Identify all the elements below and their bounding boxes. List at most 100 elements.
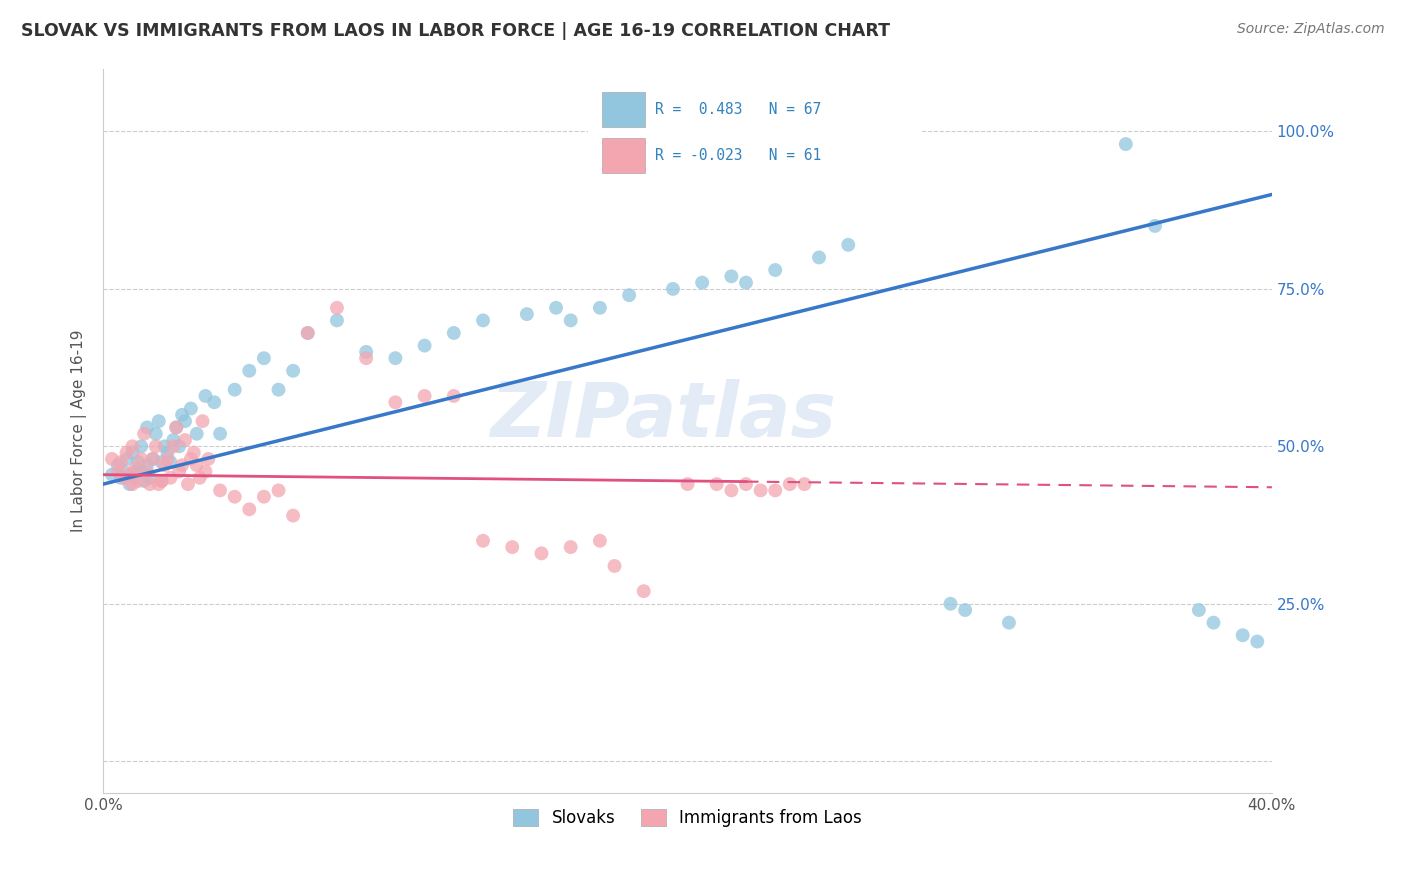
Point (110, 455, 132, 469)
Point (121, 445, 143, 459)
Point (837, 237, 859, 252)
Point (1202, 615, 1225, 630)
Point (142, 451, 165, 466)
Point (136, 420, 159, 434)
Point (174, 414, 197, 428)
Point (589, 301, 612, 315)
Point (118, 467, 141, 482)
Point (472, 313, 495, 327)
Point (297, 326, 319, 340)
Point (1144, 219, 1167, 233)
Point (443, 389, 465, 403)
Point (107, 465, 129, 479)
Point (384, 351, 406, 366)
Point (191, 414, 214, 428)
Point (224, 383, 246, 397)
Point (1232, 628, 1254, 642)
Point (779, 477, 801, 491)
Point (172, 408, 194, 422)
Point (153, 439, 176, 453)
Text: SLOVAK VS IMMIGRANTS FROM LAOS IN LABOR FORCE | AGE 16-19 CORRELATION CHART: SLOVAK VS IMMIGRANTS FROM LAOS IN LABOR … (21, 22, 890, 40)
Point (101, 467, 124, 482)
Point (101, 451, 124, 466)
Point (720, 269, 742, 284)
Point (121, 439, 143, 453)
Point (297, 326, 319, 340)
Point (546, 301, 568, 315)
Point (174, 433, 197, 447)
Point (209, 426, 232, 441)
Point (121, 467, 143, 482)
Point (560, 313, 582, 327)
Point (129, 465, 152, 479)
Point (238, 364, 260, 378)
Point (139, 471, 162, 485)
Point (1115, 137, 1137, 152)
Point (165, 420, 187, 434)
Point (603, 558, 626, 573)
Point (121, 477, 143, 491)
Point (167, 439, 190, 453)
Point (115, 445, 138, 459)
Point (180, 451, 202, 466)
Point (253, 490, 276, 504)
Text: ZIPatlas: ZIPatlas (491, 379, 837, 453)
Point (749, 483, 772, 498)
Point (167, 465, 190, 479)
Point (735, 276, 758, 290)
Point (413, 338, 436, 352)
Point (165, 420, 187, 434)
Point (142, 451, 165, 466)
Point (354, 351, 377, 366)
Point (188, 471, 211, 485)
Point (793, 477, 815, 491)
Point (735, 477, 758, 491)
Point (443, 326, 465, 340)
Point (384, 395, 406, 409)
Point (148, 414, 170, 428)
Point (172, 458, 194, 473)
Point (153, 458, 176, 473)
Point (129, 451, 152, 466)
Point (145, 439, 167, 453)
Point (209, 483, 232, 498)
Point (134, 474, 156, 488)
Point (1188, 603, 1211, 617)
Point (162, 439, 184, 453)
Point (472, 533, 495, 548)
Point (530, 546, 553, 560)
Point (197, 451, 219, 466)
Point (177, 477, 200, 491)
Point (516, 307, 538, 321)
Point (139, 477, 162, 491)
Point (127, 474, 149, 488)
Y-axis label: In Labor Force | Age 16-19: In Labor Force | Age 16-19 (72, 329, 87, 532)
Point (953, 603, 976, 617)
Point (589, 533, 612, 548)
Text: Source: ZipAtlas.com: Source: ZipAtlas.com (1237, 22, 1385, 37)
Point (253, 351, 276, 366)
Point (194, 389, 217, 403)
Point (202, 395, 225, 409)
Point (676, 477, 699, 491)
Point (162, 433, 184, 447)
Point (186, 458, 208, 473)
Point (326, 301, 349, 315)
Point (148, 477, 170, 491)
Point (224, 490, 246, 504)
Point (150, 474, 173, 488)
Point (150, 455, 173, 469)
Point (159, 471, 181, 485)
Point (1246, 634, 1268, 648)
Point (150, 474, 173, 488)
Point (127, 455, 149, 469)
Point (617, 288, 640, 302)
Point (183, 445, 205, 459)
Point (690, 276, 713, 290)
Point (808, 251, 831, 265)
Point (281, 364, 304, 378)
Point (194, 465, 217, 479)
Point (633, 584, 655, 599)
Legend: Slovaks, Immigrants from Laos: Slovaks, Immigrants from Laos (505, 800, 870, 835)
Point (129, 439, 152, 453)
